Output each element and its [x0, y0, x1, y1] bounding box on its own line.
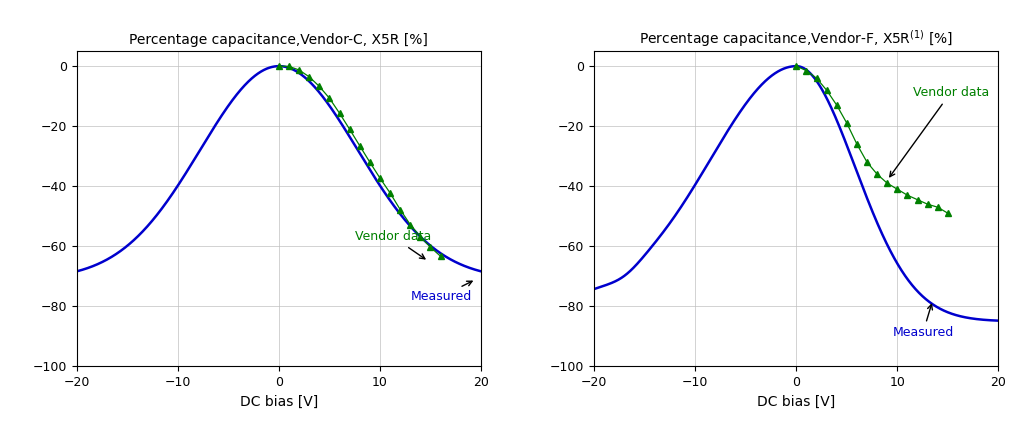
- Title: Percentage capacitance,Vendor-C, X5R [%]: Percentage capacitance,Vendor-C, X5R [%]: [129, 33, 428, 47]
- Title: Percentage capacitance,Vendor-F, X5R$^{(1)}$ [%]: Percentage capacitance,Vendor-F, X5R$^{(…: [639, 29, 953, 49]
- X-axis label: DC bias [V]: DC bias [V]: [757, 394, 836, 409]
- Text: Vendor data: Vendor data: [890, 86, 989, 177]
- Text: Measured: Measured: [411, 281, 472, 303]
- Text: Vendor data: Vendor data: [354, 230, 431, 259]
- Text: Measured: Measured: [892, 305, 953, 340]
- X-axis label: DC bias [V]: DC bias [V]: [240, 394, 318, 409]
